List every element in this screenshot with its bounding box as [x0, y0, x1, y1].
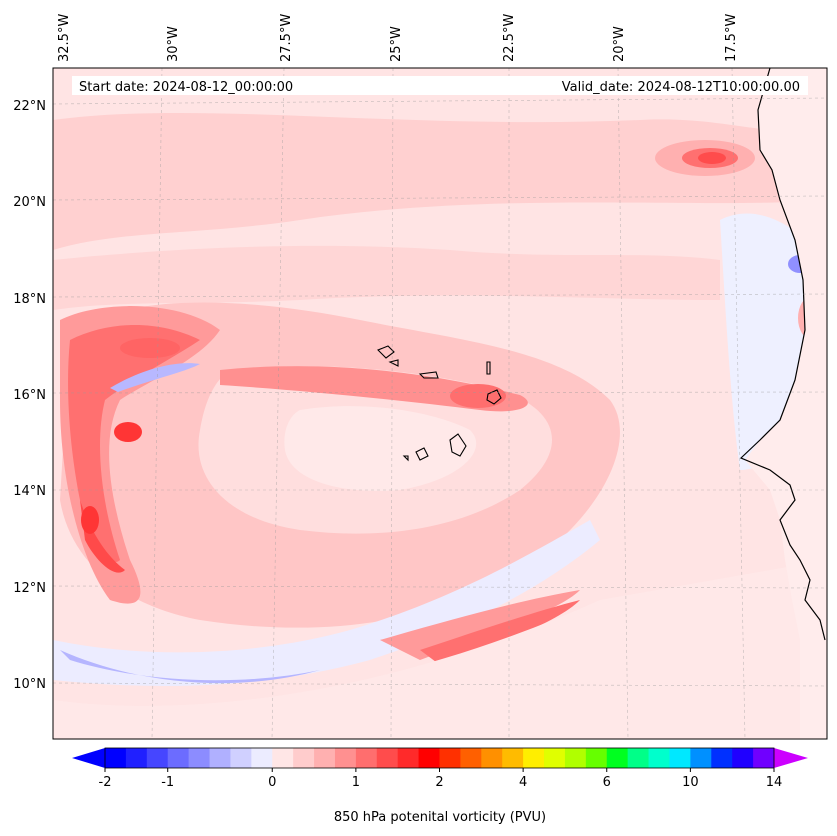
- colorbar-cell: [753, 748, 775, 768]
- colorbar-cell: [251, 748, 273, 768]
- lat-label: 14°N: [13, 484, 46, 499]
- colorbar-tick-label: -2: [99, 775, 112, 790]
- lon-label: 27.5°W: [279, 14, 294, 62]
- colorbar-tick-label: 1: [352, 775, 360, 790]
- lat-label: 22°N: [13, 99, 46, 114]
- colorbar-cell: [314, 748, 336, 768]
- colorbar-tick-label: 14: [766, 775, 783, 790]
- colorbar-cell: [460, 748, 482, 768]
- colorbar-cell: [669, 748, 691, 768]
- colorbar-tick-label: 2: [435, 775, 443, 790]
- colorbar-cell: [167, 748, 190, 768]
- lat-label: 12°N: [13, 581, 46, 596]
- valid-date-label: Valid_date: 2024-08-12T10:00:00.00: [562, 80, 800, 95]
- lon-label: 22.5°W: [502, 14, 517, 62]
- colorbar-title: 850 hPa potenital vorticity (PVU): [334, 810, 546, 825]
- colorbar-cell: [627, 748, 650, 768]
- longitude-labels: 32.5°W 30°W 27.5°W 25°W 22.5°W 20°W 17.5…: [57, 14, 739, 62]
- lat-label: 20°N: [13, 195, 46, 210]
- lon-label: 30°W: [166, 26, 181, 62]
- colorbar-cell: [376, 748, 399, 768]
- colorbar-cell: [125, 748, 148, 768]
- colorbar-tick-label: 10: [682, 775, 699, 790]
- colorbar-cell: [502, 748, 524, 768]
- colorbar-cell: [523, 748, 545, 768]
- colorbar-extend-min: [72, 748, 105, 768]
- lat-label: 16°N: [13, 388, 46, 403]
- colorbar-cell: [355, 748, 378, 768]
- colorbar-cell: [105, 748, 127, 768]
- map-frame: [52, 67, 828, 740]
- lon-label: 32.5°W: [57, 14, 72, 62]
- colorbar-cell: [334, 748, 357, 768]
- lon-label: 20°W: [612, 26, 627, 62]
- colorbar-cell: [690, 748, 712, 768]
- colorbar-cell: [397, 748, 420, 768]
- colorbar-cell: [481, 748, 503, 768]
- colorbar-cell: [230, 748, 252, 768]
- colorbar-cell: [439, 748, 461, 768]
- colorbar-cell: [293, 748, 315, 768]
- colorbar: -2 -1 0 1 2 4 6 10 14 850 hPa potenital vorticit…: [72, 747, 808, 825]
- date-banner: [72, 76, 808, 95]
- lat-label: 18°N: [13, 292, 46, 307]
- colorbar-cell: [188, 748, 211, 768]
- colorbar-tick-label: 6: [603, 775, 611, 790]
- colorbar-cell: [418, 748, 440, 768]
- colorbar-cell: [209, 748, 231, 768]
- colorbar-tick-label: 4: [519, 775, 527, 790]
- colorbar-cell: [146, 748, 169, 768]
- colorbar-tick-label: 0: [268, 775, 276, 790]
- colorbar-cell: [606, 748, 629, 768]
- colorbar-cell: [732, 748, 754, 768]
- colorbar-cell: [564, 748, 587, 768]
- lon-label: 25°W: [389, 26, 404, 62]
- colorbar-cell: [711, 748, 733, 768]
- colorbar-cell: [648, 748, 670, 768]
- lat-label: 10°N: [13, 677, 46, 692]
- colorbar-cell: [272, 748, 294, 768]
- lon-label: 17.5°W: [724, 14, 739, 62]
- pv-field: [53, 68, 827, 739]
- colorbar-tick-label: -1: [161, 775, 174, 790]
- colorbar-cell: [544, 748, 566, 768]
- latitude-labels: 22°N 20°N 18°N 16°N 14°N 12°N 10°N: [13, 99, 46, 692]
- colorbar-extend-max: [774, 748, 808, 768]
- start-date-label: Start date: 2024-08-12_00:00:00: [79, 80, 293, 95]
- colorbar-cell: [585, 748, 608, 768]
